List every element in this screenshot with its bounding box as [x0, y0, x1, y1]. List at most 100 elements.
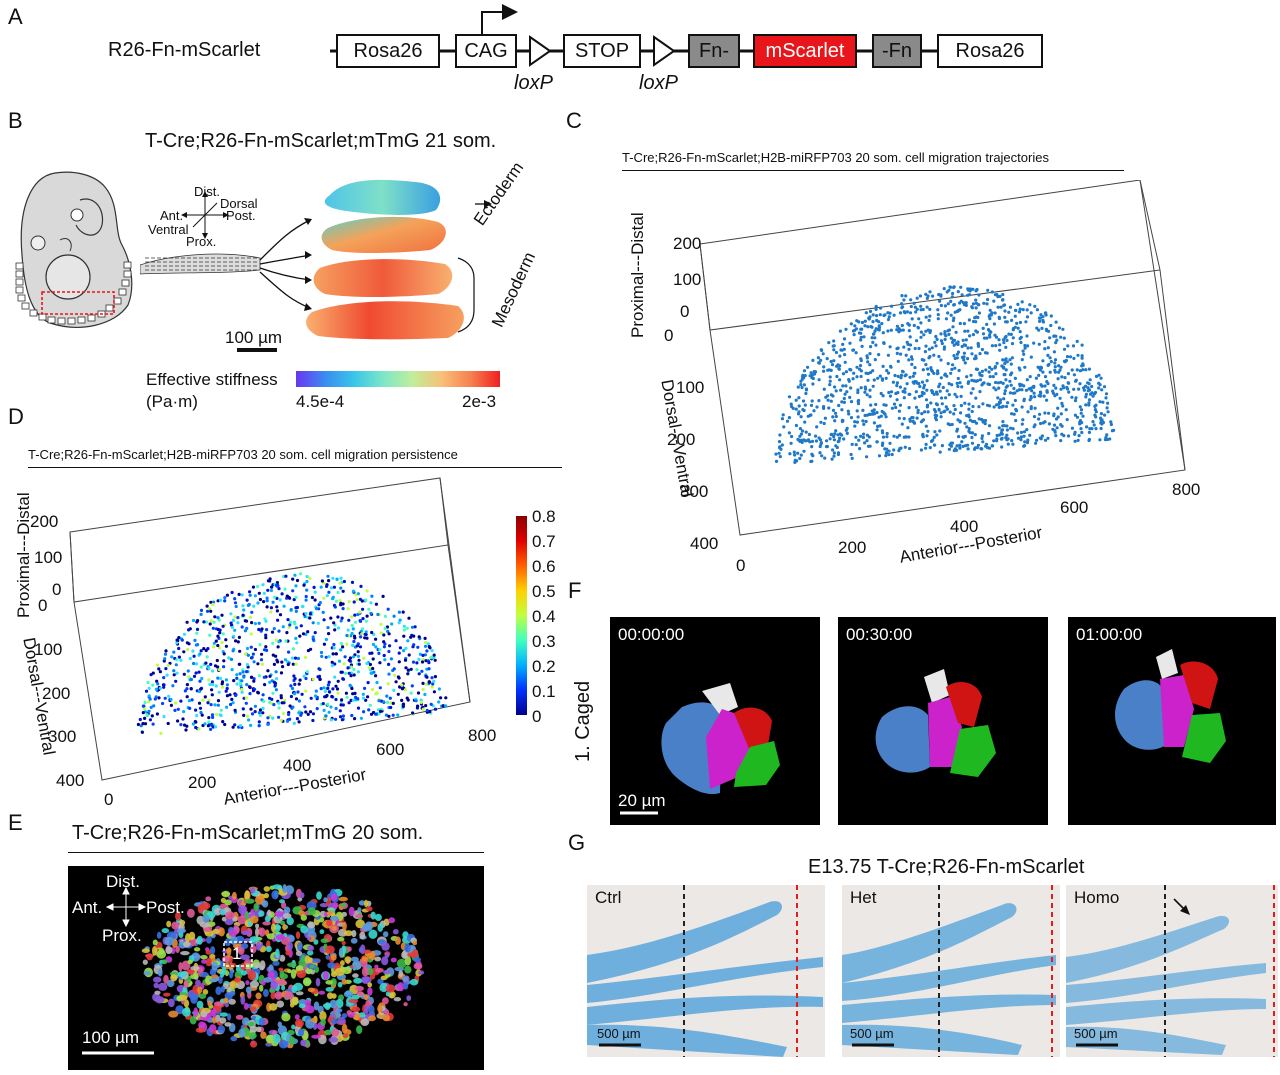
segmented-cell — [232, 891, 237, 900]
scatter-point — [906, 322, 910, 326]
scatter-point — [194, 662, 199, 666]
scatter-point — [1005, 338, 1009, 342]
scatter-point — [938, 382, 942, 386]
scatter-point — [411, 660, 416, 664]
scatter-point — [956, 340, 960, 344]
scatter-point — [943, 372, 947, 376]
scatter-point — [387, 672, 391, 676]
segmented-cell — [263, 886, 270, 892]
scatter-point — [1080, 430, 1084, 435]
segmented-cell — [205, 949, 212, 955]
scatter-point — [230, 625, 235, 629]
scatter-point — [830, 457, 834, 461]
segmented-cell — [234, 977, 241, 983]
scatter-point — [327, 690, 331, 694]
scatter-point — [1036, 365, 1040, 369]
segmented-cell — [412, 940, 418, 946]
scatter-point — [292, 674, 296, 678]
scatter-point — [982, 336, 987, 340]
scatter-point — [1032, 425, 1036, 429]
segmented-cell — [285, 950, 291, 956]
scatter-point — [432, 653, 436, 657]
scatter-point — [868, 412, 872, 416]
scatter-point — [224, 638, 228, 642]
scatter-point — [915, 307, 919, 311]
scatter-point — [362, 696, 366, 700]
scatter-point — [283, 587, 287, 591]
scatter-point — [249, 632, 253, 636]
scatter-point — [199, 710, 203, 715]
scatter-point — [356, 592, 360, 596]
scatter-point — [834, 411, 838, 415]
scatter-point — [326, 686, 330, 690]
scatter-point — [958, 381, 962, 385]
scatter-point — [233, 597, 237, 601]
scatter-point — [997, 338, 1001, 342]
scatter-point — [834, 389, 838, 393]
scatter-point — [1000, 364, 1004, 368]
scatter-point — [187, 628, 191, 632]
scatter-point — [920, 419, 924, 423]
scatter-point — [925, 379, 929, 383]
scatter-point — [236, 616, 240, 620]
scatter-point — [387, 714, 391, 718]
scatter-point — [1013, 376, 1017, 380]
scatter-point — [367, 666, 371, 670]
scatter-point — [314, 689, 318, 693]
scatter-point — [161, 701, 165, 706]
scatter-point — [365, 661, 369, 666]
scatter-point — [819, 441, 823, 445]
scatter-point — [250, 610, 254, 614]
segmented-cell — [153, 976, 162, 983]
scatter-point — [939, 339, 944, 343]
segmented-cell — [381, 942, 390, 951]
scatter-point — [235, 676, 239, 680]
scatter-point — [875, 440, 879, 444]
scatter-point — [412, 634, 416, 638]
scatter-point — [889, 328, 893, 332]
scatter-point — [854, 327, 858, 331]
scatter-point — [433, 658, 437, 662]
scatter-point — [303, 614, 307, 619]
scatter-point — [304, 689, 308, 693]
scatter-point — [952, 343, 956, 347]
loxp-label: loxP — [514, 72, 553, 94]
scatter-point — [796, 451, 800, 455]
scatter-point — [322, 596, 326, 600]
scatter-point — [354, 593, 358, 597]
scatter-point — [971, 404, 975, 409]
scatter-point — [346, 628, 350, 632]
scatter-point — [995, 361, 999, 365]
limb-homo: Homo 500 µm — [1066, 885, 1278, 1057]
segmented-cell — [171, 921, 179, 930]
scatter-point — [356, 670, 360, 674]
scatter-point — [211, 669, 215, 673]
scatter-point — [407, 616, 411, 620]
scatter-point — [389, 657, 393, 661]
scatter-point — [970, 409, 974, 414]
scatter-point — [324, 655, 328, 659]
scatter-point — [815, 405, 819, 409]
segmented-cell — [250, 1040, 258, 1048]
scatter-point — [922, 358, 926, 362]
scatter-point — [141, 722, 145, 726]
scatter-point — [842, 396, 846, 401]
scatter-point — [195, 631, 199, 635]
segmented-cell — [286, 917, 294, 926]
scatter-point — [980, 347, 984, 352]
segmented-cell — [388, 917, 396, 924]
scatter-point — [258, 713, 262, 718]
scatter-point — [308, 576, 312, 580]
scatter-point — [936, 371, 940, 375]
scatter-point — [1047, 411, 1051, 415]
scatter-point — [187, 675, 191, 679]
scatter-point — [338, 599, 342, 603]
scatter-point — [421, 653, 425, 657]
scatter-point — [225, 694, 229, 698]
e-axis-post: Post. — [146, 898, 185, 917]
scatter-point — [176, 719, 180, 723]
scatter-point — [1060, 401, 1064, 405]
promoter-arrow-icon — [481, 11, 505, 34]
segmented-cell — [348, 906, 355, 917]
scatter-point — [430, 676, 434, 680]
